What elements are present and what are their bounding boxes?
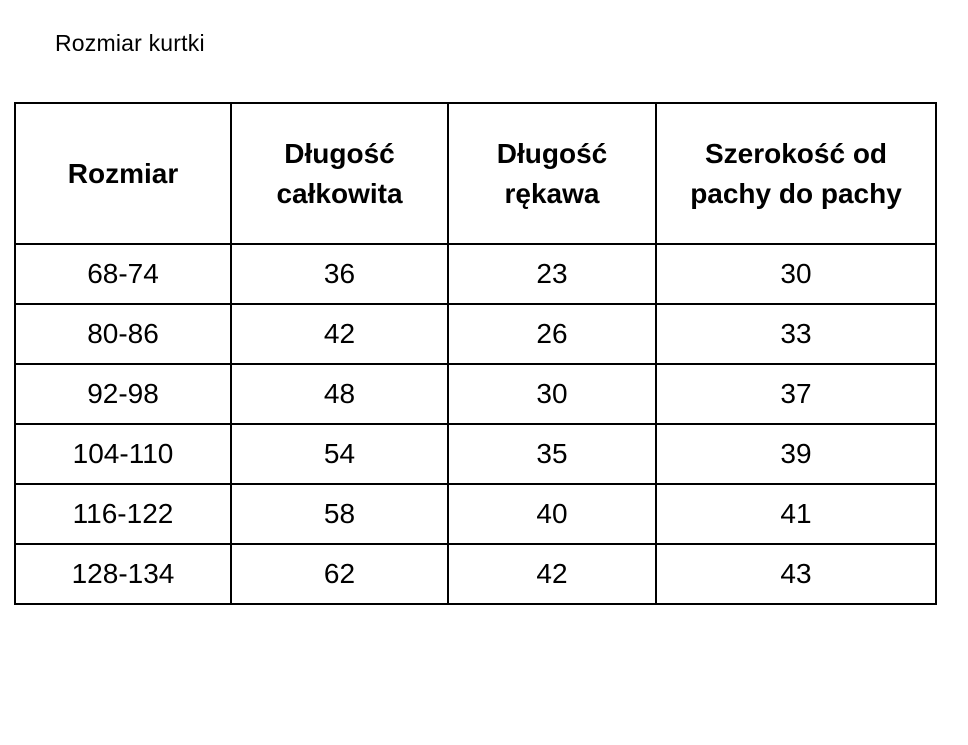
total-length-cell: 62 [230,543,449,605]
width-cell: 33 [655,303,937,365]
size-cell: 68-74 [14,243,232,305]
column-header-rozmiar: Rozmiar [14,102,232,245]
column-header-dlugosc-rekawa: Długość rękawa [447,102,657,245]
width-cell: 30 [655,243,937,305]
sleeve-length-cell: 40 [447,483,657,545]
size-cell: 92-98 [14,363,232,425]
size-cell: 128-134 [14,543,232,605]
table-row: 128-134 62 42 43 [14,543,937,605]
column-header-szerokosc: Szerokość od pachy do pachy [655,102,937,245]
table-row: 92-98 48 30 37 [14,363,937,425]
table-row: 68-74 36 23 30 [14,243,937,305]
jacket-size-table: Rozmiar Długość całkowita Długość rękawa… [14,102,937,605]
column-header-dlugosc-calkowita: Długość całkowita [230,102,449,245]
width-cell: 37 [655,363,937,425]
table-row: 116-122 58 40 41 [14,483,937,545]
size-cell: 104-110 [14,423,232,485]
table-row: 104-110 54 35 39 [14,423,937,485]
total-length-cell: 48 [230,363,449,425]
sleeve-length-cell: 42 [447,543,657,605]
sleeve-length-cell: 23 [447,243,657,305]
page-title: Rozmiar kurtki [55,30,205,56]
total-length-cell: 36 [230,243,449,305]
sleeve-length-cell: 26 [447,303,657,365]
total-length-cell: 54 [230,423,449,485]
width-cell: 41 [655,483,937,545]
sleeve-length-cell: 30 [447,363,657,425]
size-cell: 116-122 [14,483,232,545]
width-cell: 39 [655,423,937,485]
size-cell: 80-86 [14,303,232,365]
total-length-cell: 58 [230,483,449,545]
width-cell: 43 [655,543,937,605]
table-row: 80-86 42 26 33 [14,303,937,365]
sleeve-length-cell: 35 [447,423,657,485]
table-header-row: Rozmiar Długość całkowita Długość rękawa… [14,102,937,245]
total-length-cell: 42 [230,303,449,365]
